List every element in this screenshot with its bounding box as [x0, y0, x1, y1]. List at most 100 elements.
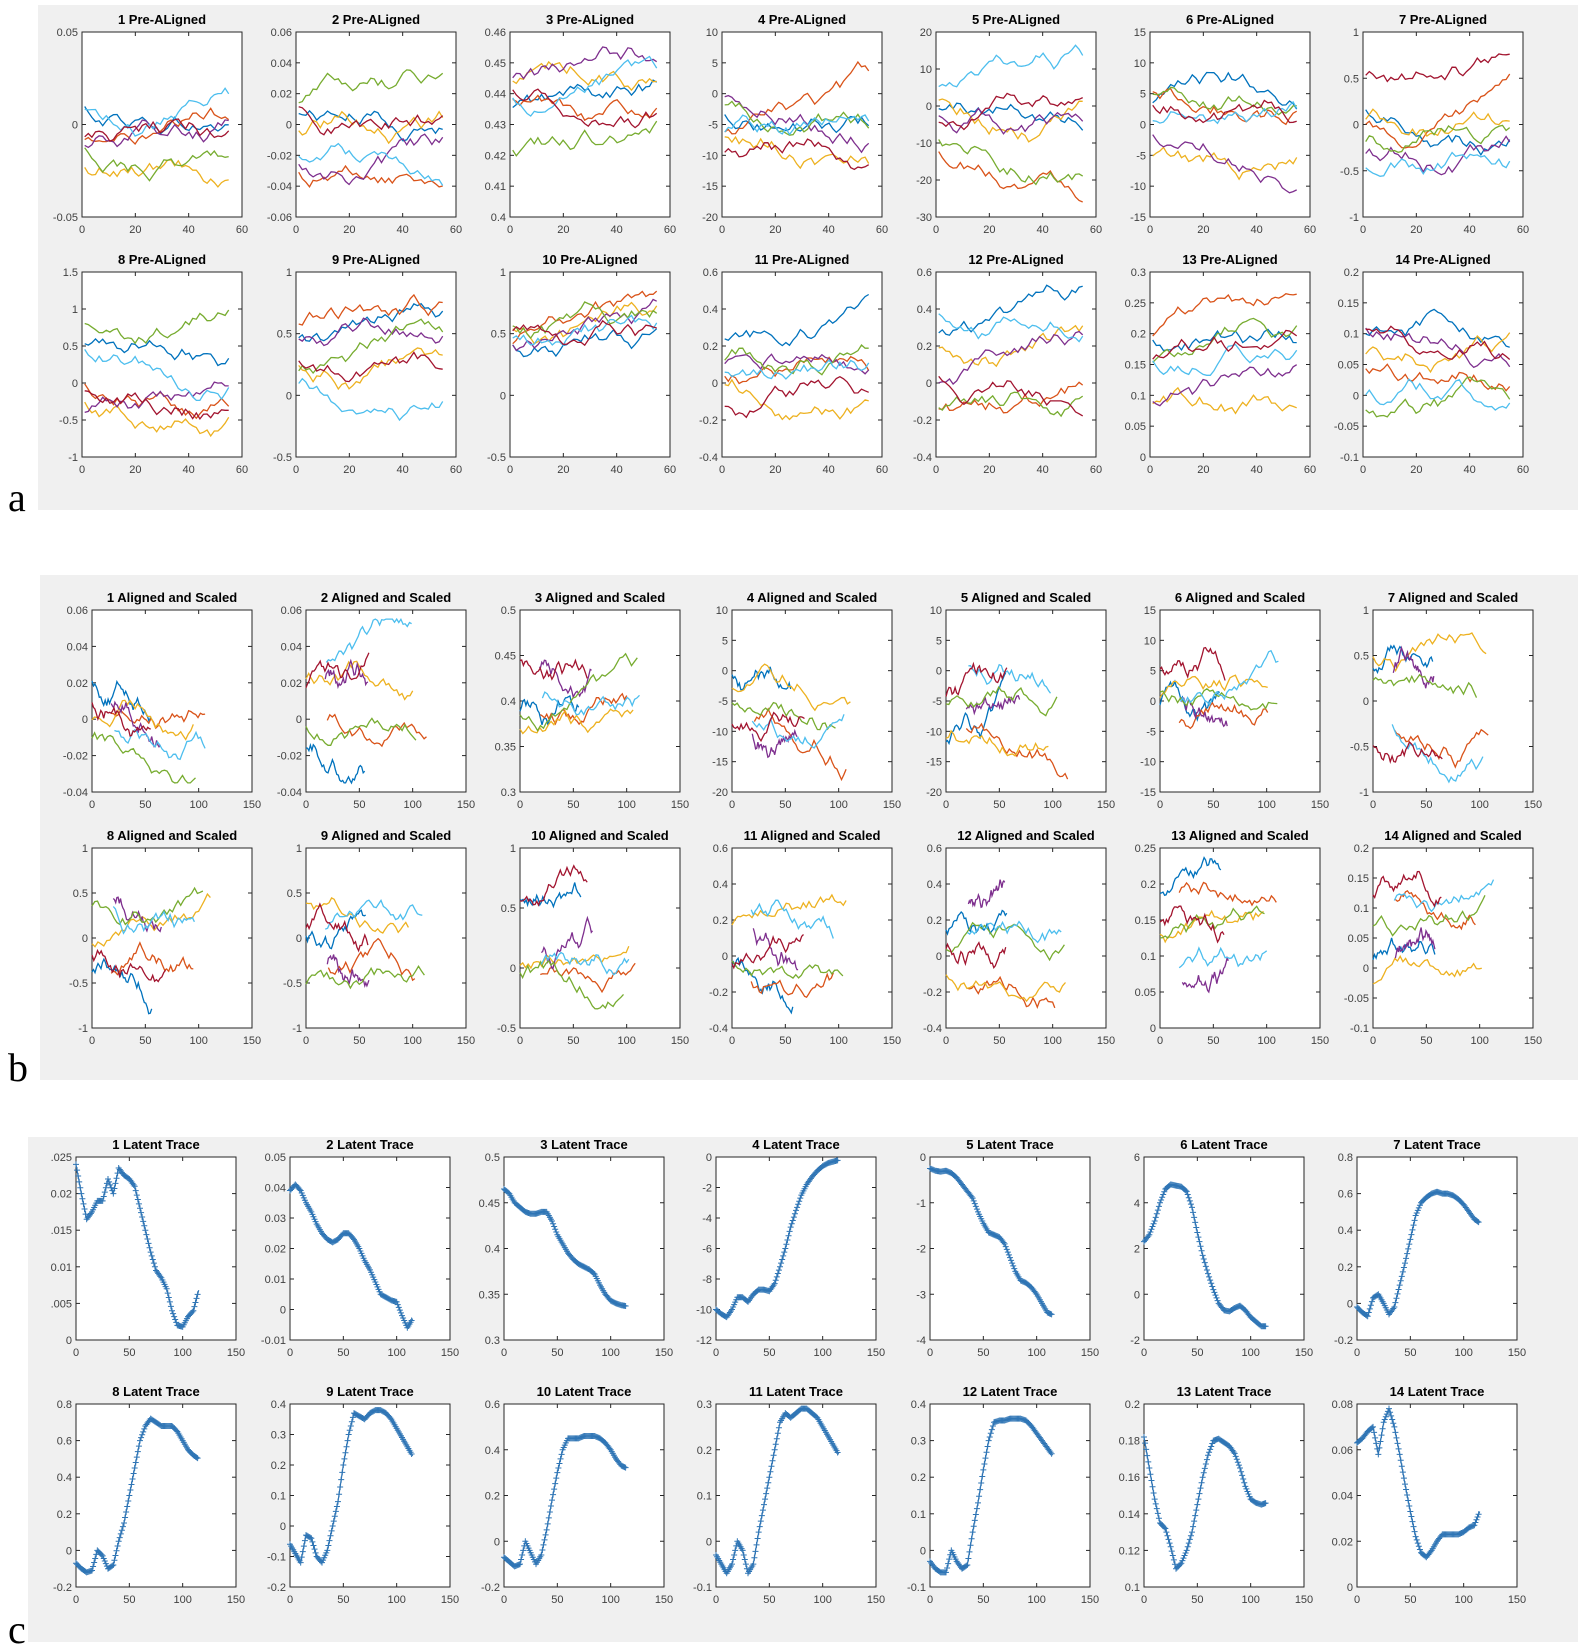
- plus-marker-icon: [622, 1464, 629, 1471]
- series-line: [324, 899, 423, 930]
- plus-marker-icon: [769, 1457, 776, 1464]
- plus-marker-icon: [296, 1186, 303, 1193]
- series-line: [1372, 673, 1478, 698]
- plus-marker-icon: [1387, 1409, 1394, 1416]
- plus-marker-icon: [131, 1465, 138, 1472]
- plus-marker-icon: [1199, 1252, 1206, 1259]
- series-line: [938, 98, 1083, 143]
- plus-marker-icon: [1153, 1505, 1160, 1512]
- plus-marker-icon: [971, 1517, 978, 1524]
- y-tick-label: -1: [292, 1023, 302, 1035]
- y-tick-label: 0.06: [281, 605, 302, 617]
- y-tick-label: 0.01: [265, 1274, 286, 1286]
- y-tick-label: 0: [1347, 1298, 1353, 1310]
- subplot-title: 10 Pre-ALigned: [542, 252, 637, 267]
- x-tick-label: 0: [501, 1594, 507, 1606]
- series-line: [112, 906, 195, 935]
- subplot-c-2: 2 Latent Trace-0.0100.010.020.030.040.05…: [261, 1137, 459, 1359]
- plus-marker-icon: [1163, 1529, 1170, 1536]
- y-tick-label: -0.2: [923, 987, 942, 999]
- series-line: [1372, 937, 1436, 960]
- x-tick-label: 60: [1090, 464, 1102, 476]
- plus-marker-icon: [761, 1501, 767, 1508]
- y-tick-label: -5: [1146, 726, 1156, 738]
- y-tick-label: 0.5: [63, 341, 78, 353]
- plus-marker-icon: [1170, 1556, 1177, 1563]
- series-line: [731, 701, 836, 731]
- subplot-c-14: 14 Latent Trace 0 0.02 0.04 0.06 0.08 0 50 100 15…: [1332, 1384, 1527, 1606]
- y-tick-label: 0.06: [271, 27, 292, 39]
- subplot-b-11: 11 Aligned and Scaled -0.4 -0.2 0 0.2 0.4 0.6 0…: [709, 828, 901, 1047]
- series-line: [298, 302, 444, 342]
- plus-marker-icon: [134, 1448, 141, 1455]
- y-tick-label: 0: [286, 390, 292, 402]
- plus-marker-icon: [1390, 1420, 1397, 1427]
- plus-marker-icon: [342, 1449, 349, 1456]
- x-tick-label: 40: [611, 224, 623, 236]
- plus-marker-icon: [1231, 1450, 1238, 1457]
- y-tick-label: -15: [1140, 787, 1156, 799]
- y-tick-label: 0: [936, 666, 942, 678]
- y-tick-label: -0.4: [709, 1023, 728, 1035]
- plus-marker-icon: [1405, 1245, 1412, 1252]
- y-tick-label: -0.5: [1340, 166, 1359, 178]
- series-line: [305, 965, 425, 990]
- y-tick-label: 0.2: [1354, 843, 1369, 855]
- x-tick-label: 0: [89, 1035, 95, 1047]
- series-line: [541, 691, 640, 716]
- series-line: [751, 714, 845, 749]
- series-line: [1159, 905, 1265, 940]
- plus-marker-icon: [740, 1551, 747, 1558]
- plus-marker-icon: [1207, 1277, 1214, 1284]
- plus-marker-icon: [1160, 1191, 1167, 1198]
- x-tick-label: 50: [123, 1594, 135, 1606]
- plus-marker-icon: [340, 1462, 347, 1468]
- plus-marker-icon: [1196, 1238, 1203, 1245]
- plus-marker-icon: [1183, 1547, 1190, 1554]
- series-line: [724, 344, 869, 376]
- plus-marker-icon: [518, 1556, 525, 1563]
- series-line: [84, 349, 230, 402]
- y-tick-label: 0.04: [281, 641, 302, 653]
- y-tick-label: -0.2: [481, 1582, 500, 1594]
- series-line: [1152, 317, 1298, 363]
- x-tick-label: 150: [655, 1347, 673, 1359]
- x-tick-label: 60: [450, 464, 462, 476]
- plus-marker-icon: [140, 1218, 147, 1225]
- plus-marker-icon: [795, 1201, 802, 1208]
- x-tick-label: 0: [933, 224, 939, 236]
- y-tick-label: 1: [500, 267, 506, 279]
- plus-marker-icon: [1165, 1536, 1172, 1543]
- subplot-a-7: 7 Pre-ALigned -1 -0.5 0 0.5 1 0 20 40 60: [1340, 12, 1529, 236]
- y-tick-label: -0.5: [59, 415, 78, 427]
- series-line: [945, 685, 1058, 717]
- plus-marker-icon: [1149, 1223, 1156, 1230]
- plus-marker-icon: [558, 1451, 565, 1458]
- plus-marker-icon: [774, 1430, 781, 1437]
- plus-marker-icon: [1389, 1416, 1396, 1423]
- plus-marker-icon: [1399, 1469, 1406, 1476]
- plus-marker-icon: [1009, 1260, 1016, 1267]
- series-line: [965, 695, 1021, 716]
- x-tick-label: 100: [601, 1594, 619, 1606]
- y-tick-label: -0.02: [267, 150, 292, 162]
- plus-marker-icon: [770, 1452, 777, 1459]
- plus-marker-icon: [1368, 1424, 1375, 1431]
- y-tick-label: 0.1: [271, 1491, 286, 1503]
- y-tick-label: 0.5: [73, 888, 88, 900]
- x-tick-label: 0: [1147, 224, 1153, 236]
- plus-marker-icon: [396, 1307, 403, 1314]
- series-line: [1365, 73, 1511, 149]
- plus-marker-icon: [76, 1178, 83, 1185]
- plus-marker-icon: [971, 1200, 978, 1207]
- y-tick-label: -0.4: [913, 452, 932, 464]
- plus-marker-icon: [1208, 1443, 1215, 1450]
- subplot-title: 5 Aligned and Scaled: [961, 590, 1091, 605]
- series-line: [1159, 856, 1222, 897]
- y-tick-label: 0.02: [1332, 1536, 1353, 1548]
- series-line: [91, 948, 167, 983]
- y-tick-label: 0: [72, 120, 78, 132]
- series-line: [298, 142, 444, 186]
